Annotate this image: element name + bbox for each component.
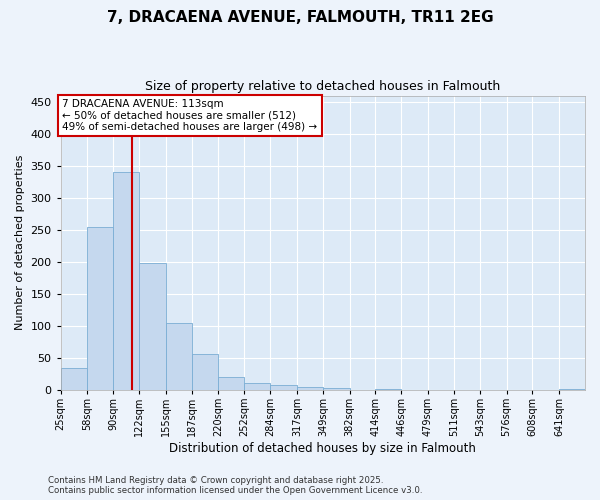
Text: Contains HM Land Registry data © Crown copyright and database right 2025.
Contai: Contains HM Land Registry data © Crown c… — [48, 476, 422, 495]
Bar — [218, 377, 244, 390]
X-axis label: Distribution of detached houses by size in Falmouth: Distribution of detached houses by size … — [169, 442, 476, 455]
Bar — [88, 227, 113, 390]
Title: Size of property relative to detached houses in Falmouth: Size of property relative to detached ho… — [145, 80, 500, 93]
Bar — [323, 388, 350, 390]
Bar — [166, 324, 192, 390]
Bar — [244, 383, 270, 390]
Bar — [61, 368, 88, 390]
Bar — [297, 387, 323, 390]
Bar — [113, 172, 139, 390]
Bar — [139, 264, 166, 390]
Y-axis label: Number of detached properties: Number of detached properties — [15, 155, 25, 330]
Text: 7, DRACAENA AVENUE, FALMOUTH, TR11 2EG: 7, DRACAENA AVENUE, FALMOUTH, TR11 2EG — [107, 10, 493, 25]
Bar — [192, 354, 218, 390]
Bar — [270, 385, 297, 390]
Text: 7 DRACAENA AVENUE: 113sqm
← 50% of detached houses are smaller (512)
49% of semi: 7 DRACAENA AVENUE: 113sqm ← 50% of detac… — [62, 99, 317, 132]
Bar — [559, 388, 585, 390]
